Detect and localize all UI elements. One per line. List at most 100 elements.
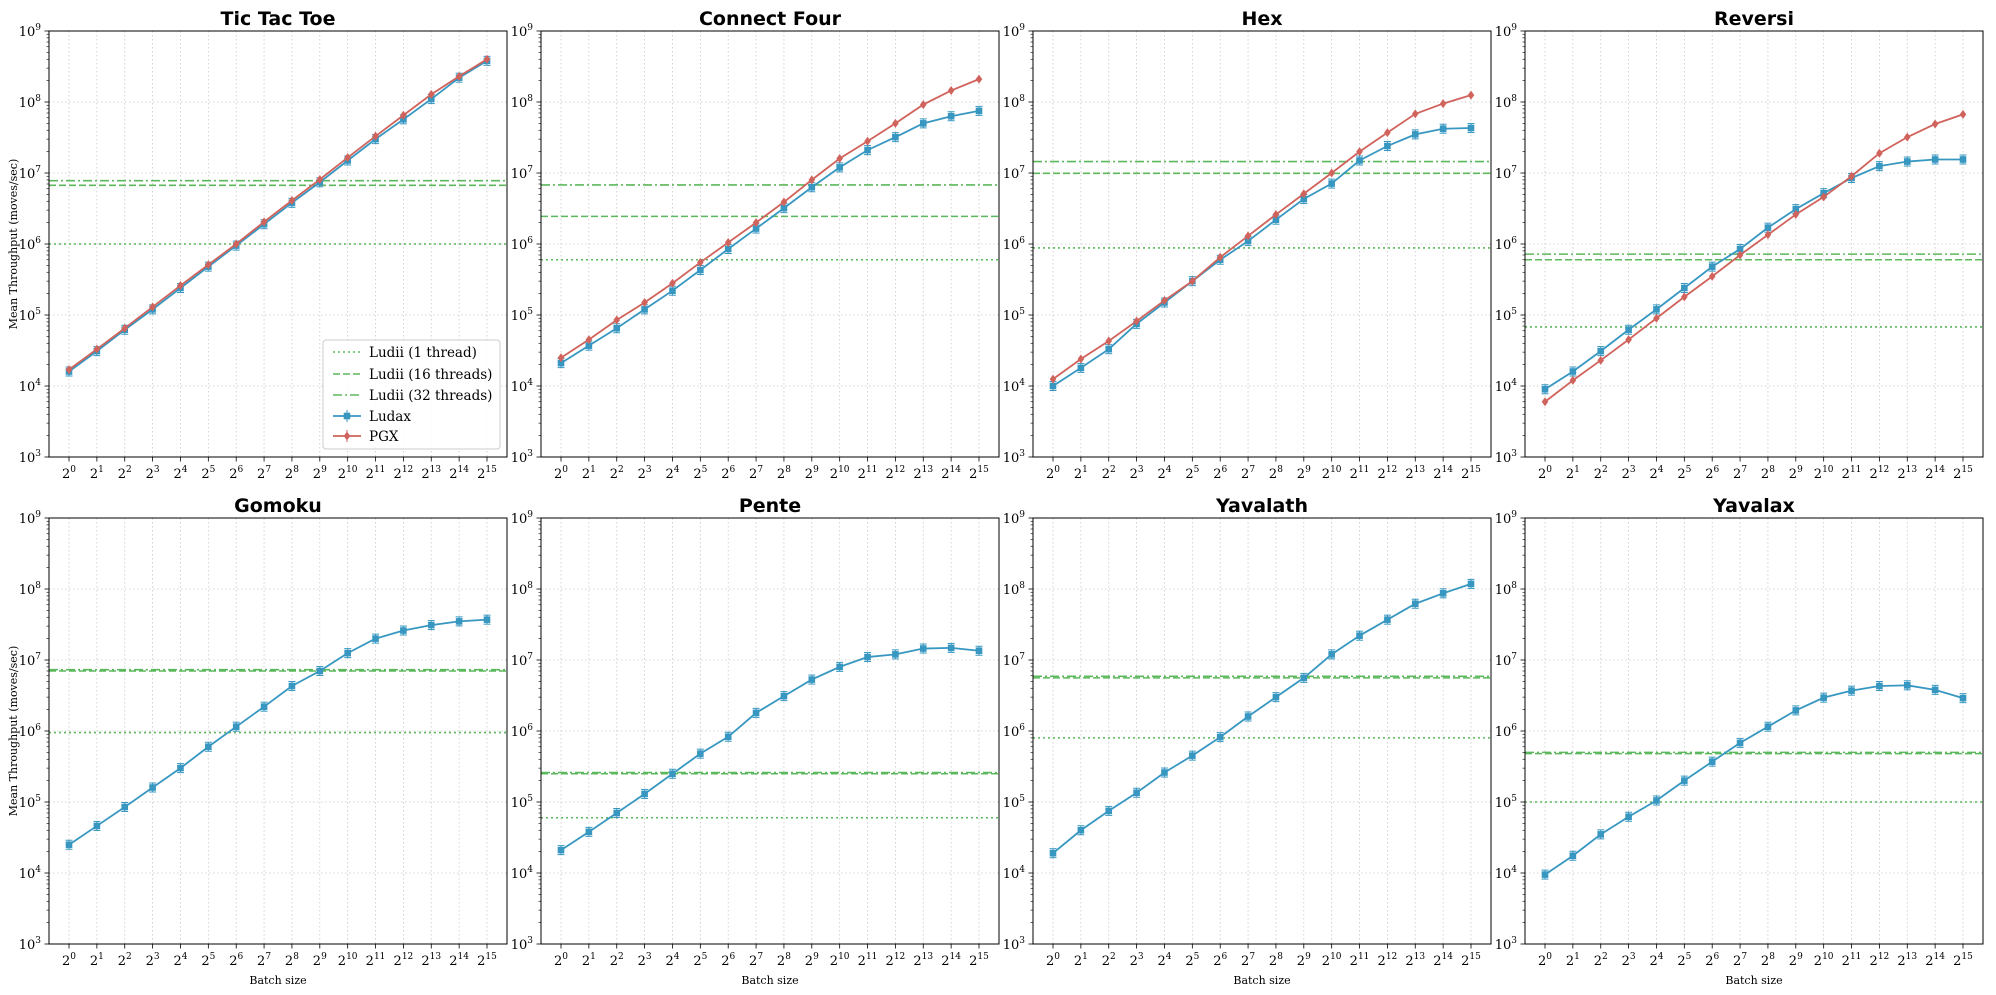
ludax-point <box>1439 589 1447 597</box>
y-tick-label: 103 <box>19 449 42 466</box>
pgx-point <box>1161 296 1168 306</box>
x-tick-label: 22 <box>610 952 624 969</box>
pgx-point <box>1820 192 1827 202</box>
plot-frame <box>48 517 508 945</box>
pgx-point <box>836 154 843 164</box>
x-tick-label: 212 <box>1870 465 1890 482</box>
panel-title: Yavalax <box>1712 495 1795 517</box>
x-tick-label: 28 <box>777 465 791 482</box>
panel-title: Connect Four <box>699 8 842 30</box>
pgx-point <box>1736 250 1744 260</box>
y-tick-label: 103 <box>1495 449 1518 466</box>
x-tick-label: 22 <box>118 465 132 482</box>
x-tick-label: 26 <box>1705 952 1719 969</box>
pgx-point <box>316 174 324 184</box>
pgx-point <box>288 195 296 205</box>
x-tick-label: 214 <box>1433 952 1453 969</box>
ludax-point <box>1300 195 1308 203</box>
ludax-point <box>1328 651 1335 658</box>
pgx-point <box>1792 210 1800 220</box>
ludax-point <box>947 644 955 652</box>
pgx-point <box>400 110 407 120</box>
pgx-point <box>613 315 621 325</box>
ludax-point <box>427 621 435 629</box>
y-tick-label: 107 <box>19 652 42 669</box>
y-tick-label: 107 <box>1495 652 1518 669</box>
y-tick-label: 104 <box>1003 865 1026 882</box>
x-tick-label: 22 <box>1594 465 1608 482</box>
x-tick-label: 212 <box>1378 952 1398 969</box>
ludax-series-line <box>1544 684 1964 876</box>
x-tick-label: 27 <box>1733 465 1747 482</box>
x-tick-label: 215 <box>969 465 989 482</box>
pgx-point <box>1077 354 1085 364</box>
x-tick-label: 20 <box>1538 465 1552 482</box>
ludax-point <box>1876 162 1883 170</box>
pgx-point <box>177 281 184 291</box>
y-tick-label: 107 <box>19 165 42 182</box>
x-tick-label: 20 <box>1538 952 1552 969</box>
plot-frame <box>48 30 508 458</box>
y-tick-label: 104 <box>19 865 42 882</box>
pgx-point <box>641 297 648 307</box>
ludax-point <box>947 112 955 120</box>
x-tick-label: 214 <box>449 465 469 482</box>
x-tick-label: 25 <box>693 952 707 969</box>
x-tick-label: 21 <box>1074 952 1088 969</box>
pgx-point <box>344 153 351 163</box>
y-tick-label: 108 <box>1003 94 1026 111</box>
ludax-point <box>1848 687 1855 694</box>
y-tick-label: 105 <box>511 307 534 324</box>
y-tick-label: 109 <box>1495 510 1518 527</box>
ludax-point <box>1764 224 1772 231</box>
ludax-point <box>808 183 816 191</box>
ludax-series-line <box>1544 158 1963 391</box>
ludax-point <box>1356 157 1363 164</box>
ludax-point <box>641 790 648 798</box>
x-tick-label: 29 <box>1297 465 1311 482</box>
ludax-point <box>892 133 899 141</box>
x-tick-label: 28 <box>1761 952 1775 969</box>
x-tick-label: 213 <box>421 465 441 482</box>
ludax-point <box>780 692 788 700</box>
y-tick-label: 106 <box>1495 236 1518 253</box>
ludax-point <box>1820 694 1827 701</box>
panel-yavalax: 103 104 105 106 107 108 109 20 21 22 23 24 25 26 27 28 2… <box>1495 495 1984 987</box>
legend-label: PGX <box>369 429 399 445</box>
pgx-point <box>864 136 871 146</box>
ludax-point <box>400 627 407 634</box>
pgx-point <box>483 54 491 64</box>
ludax-point <box>1597 347 1605 355</box>
pgx-point <box>919 100 927 110</box>
x-tick-label: 212 <box>886 952 906 969</box>
x-tick-label: 210 <box>1322 952 1342 969</box>
pgx-point <box>752 218 760 228</box>
ludax-point <box>641 306 648 313</box>
x-tick-label: 26 <box>1213 952 1227 969</box>
y-tick-label: 106 <box>511 236 534 253</box>
ludax-point <box>1931 686 1939 694</box>
pgx-point <box>669 278 676 288</box>
y-tick-label: 104 <box>511 865 534 882</box>
x-tick-label: 213 <box>421 952 441 969</box>
x-tick-label: 21 <box>582 465 596 482</box>
pgx-point <box>585 335 593 345</box>
ludax-point <box>585 342 593 349</box>
ludax-point <box>260 703 268 710</box>
x-tick-label: 214 <box>449 952 469 969</box>
ludax-point <box>1959 694 1967 702</box>
x-tick-label: 213 <box>913 465 933 482</box>
pgx-point <box>1959 109 1967 119</box>
y-tick-label: 107 <box>1495 165 1518 182</box>
y-tick-label: 109 <box>1003 23 1026 40</box>
x-tick-label: 25 <box>201 952 215 969</box>
ludax-point <box>1931 156 1939 163</box>
panel-title: Pente <box>739 495 801 517</box>
ludax-point <box>65 841 73 849</box>
pgx-point <box>1300 189 1308 199</box>
x-tick-label: 212 <box>394 465 414 482</box>
x-tick-label: 26 <box>721 952 735 969</box>
ludax-point <box>93 822 101 830</box>
pgx-point <box>1653 313 1660 323</box>
pgx-point <box>1439 99 1447 109</box>
